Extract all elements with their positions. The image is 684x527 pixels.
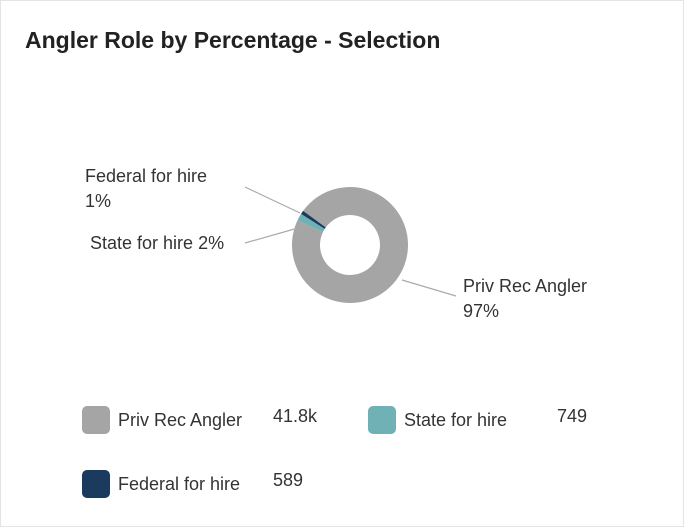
slice-label: Federal for hire	[85, 166, 207, 186]
slice-value: 97%	[463, 301, 499, 321]
chart-title: Angler Role by Percentage - Selection	[25, 27, 440, 53]
legend-label: Federal for hire	[118, 474, 240, 494]
donut	[291, 187, 408, 304]
slice-label: Priv Rec Angler	[463, 276, 587, 296]
legend-swatch	[368, 406, 396, 434]
slice	[301, 210, 326, 229]
slice	[297, 213, 325, 233]
legend-count: 749	[557, 406, 587, 426]
leader-line	[401, 279, 457, 297]
legend-count: 589	[273, 470, 303, 490]
leader-line	[244, 186, 301, 214]
legend-label: State for hire	[404, 410, 507, 430]
legend-swatch	[82, 406, 110, 434]
legend-swatch	[82, 470, 110, 498]
leader-line	[244, 227, 299, 244]
slice-value: 2%	[198, 233, 224, 253]
slice-label: State for hire 2%	[90, 233, 224, 253]
legend: Priv Rec Angler 41.8k State for hire 749 Fed…	[82, 406, 587, 498]
slice-label: State for hire	[90, 233, 193, 253]
slice-value: 1%	[85, 191, 111, 211]
legend-count: 41.8k	[273, 406, 318, 426]
legend-label: Priv Rec Angler	[118, 410, 242, 430]
slice	[291, 187, 408, 304]
